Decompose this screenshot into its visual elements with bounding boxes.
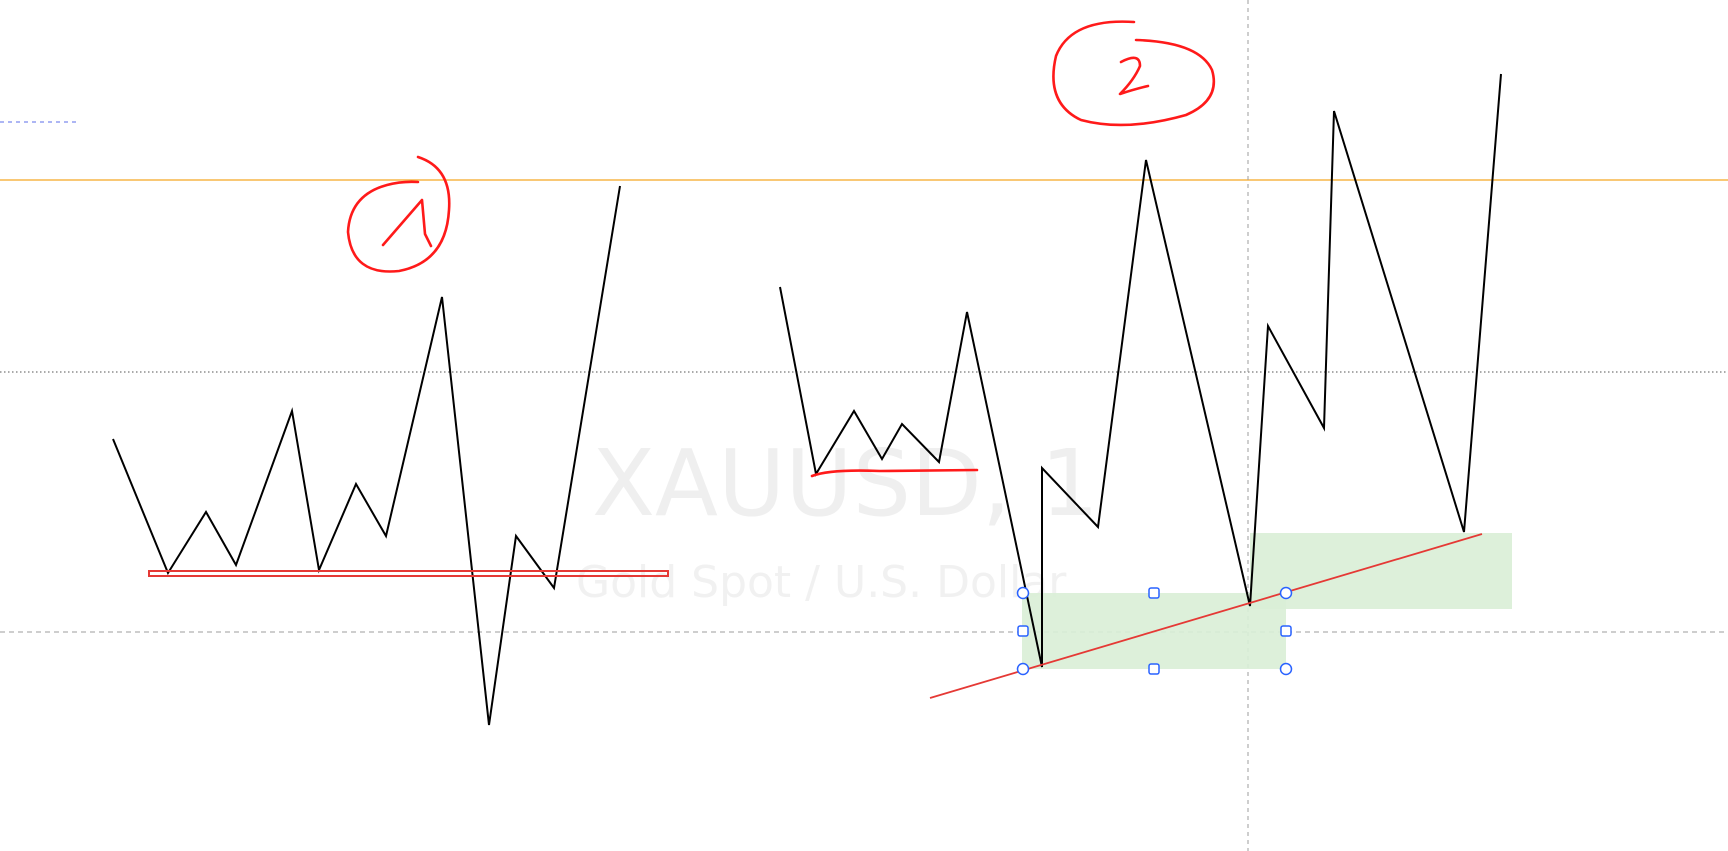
- square-handle-icon[interactable]: [1280, 625, 1292, 637]
- circle-2-glyph: [1118, 56, 1150, 96]
- circle-1-glyph: [381, 198, 433, 248]
- square-handle-icon[interactable]: [1148, 587, 1160, 599]
- ink-underline-pattern-2: [810, 468, 979, 478]
- circle-handle-icon[interactable]: [1279, 586, 1293, 600]
- support-line-pattern-1[interactable]: [148, 570, 669, 577]
- square-handle-icon[interactable]: [1148, 663, 1160, 675]
- annotation-circle-1: 1: [346, 155, 451, 273]
- price-line-pattern-2: [779, 73, 1502, 668]
- annotation-circle-2: 2: [1052, 20, 1216, 127]
- circle-handle-icon[interactable]: [1016, 662, 1030, 676]
- circle-1-outline: [346, 155, 451, 273]
- watermark-description: Gold Spot / U.S. Dollar: [576, 557, 1067, 608]
- circle-handle-icon[interactable]: [1279, 662, 1293, 676]
- square-handle-icon[interactable]: [1017, 625, 1029, 637]
- circle-handle-icon[interactable]: [1016, 586, 1030, 600]
- price-line-pattern-1: [112, 185, 621, 726]
- demand-zone-2[interactable]: [1250, 533, 1512, 609]
- circle-2-outline: [1052, 20, 1216, 127]
- zone-selection-handles[interactable]: [1016, 586, 1293, 676]
- watermark-symbol: XAUUSD, 1: [592, 430, 1099, 537]
